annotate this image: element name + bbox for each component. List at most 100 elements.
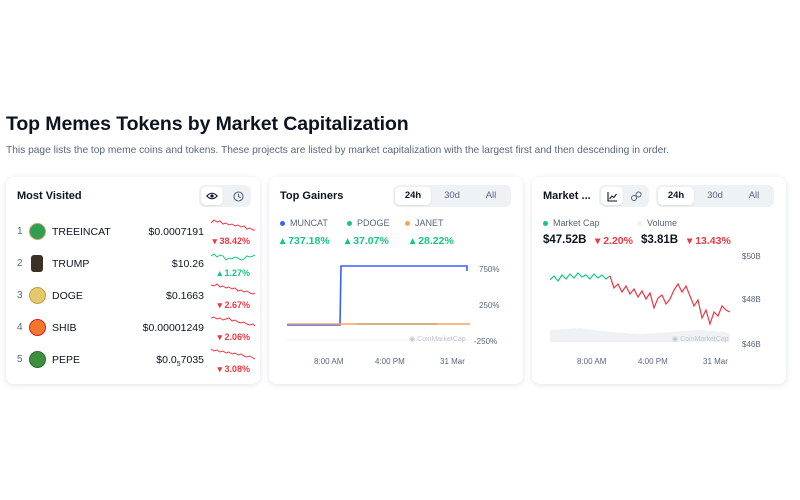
eye-icon[interactable] <box>201 187 223 205</box>
token-symbol: DOGE <box>52 290 83 302</box>
caret-up-icon: ▴ <box>280 235 289 247</box>
market-cap-line-down <box>609 275 731 327</box>
market-card-title: Market ... <box>543 190 591 202</box>
x-tick: 31 Mar <box>440 357 465 366</box>
top-gainers-card: Top Gainers 24h 30d All MUNCAT PDOGE JAN… <box>269 177 523 384</box>
tab-all[interactable]: All <box>748 190 760 201</box>
sparkline <box>211 348 255 360</box>
sparkline <box>211 316 255 327</box>
most-visited-toggle <box>199 185 251 207</box>
page-description: This page lists the top meme coins and t… <box>6 145 669 156</box>
tab-all[interactable]: All <box>485 190 497 201</box>
token-change: ▾ 3.08% <box>217 364 250 374</box>
caret-down-icon: ▾ <box>212 236 220 246</box>
y-tick: -250% <box>474 337 498 346</box>
muncat-line <box>287 265 468 326</box>
top-gainers-title: Top Gainers <box>280 190 344 202</box>
coinmarketcap-logo-icon: ◉ <box>672 336 681 343</box>
legend-dot <box>405 221 410 227</box>
top-gainers-range-tabs: 24h 30d All <box>393 185 511 207</box>
clock-icon[interactable] <box>227 187 249 205</box>
token-rank: 4 <box>17 322 23 333</box>
token-rank: 1 <box>17 226 23 237</box>
market-card: Market ... 24h 30d All Market Cap Volume… <box>532 177 786 384</box>
pepe-logo-icon <box>29 351 46 368</box>
market-cap-chart <box>550 272 731 342</box>
most-visited-card: Most Visited 1 TREEINCAT $0.0007191 ▾ 38… <box>6 177 260 384</box>
sparkline <box>211 253 255 261</box>
caret-up-icon: ▴ <box>217 268 225 278</box>
janet-change: ▴ 28.22% <box>410 235 454 247</box>
sparkline <box>211 219 255 231</box>
chart-type-toggle <box>599 185 649 207</box>
token-row[interactable]: 3 DOGE $0.1663 ▾ 2.67% <box>6 281 261 313</box>
market-cap-change: ▾ 2.20% <box>595 235 633 247</box>
token-symbol: TRUMP <box>52 258 90 270</box>
y-tick: $50B <box>742 252 761 261</box>
caret-up-icon: ▴ <box>345 235 354 247</box>
tab-30d[interactable]: 30d <box>707 190 723 201</box>
tab-30d[interactable]: 30d <box>444 190 460 201</box>
token-change: ▾ 2.67% <box>217 300 250 310</box>
token-row[interactable]: 4 SHIB $0.00001249 ▾ 2.06% <box>6 313 261 345</box>
x-tick: 8:00 AM <box>577 357 607 366</box>
x-tick: 8:00 AM <box>314 357 344 366</box>
legend-dot <box>280 221 285 227</box>
watermark: ◉ CoinMarketCap <box>409 336 466 343</box>
most-visited-title: Most Visited <box>17 190 82 202</box>
market-range-tabs: 24h 30d All <box>656 185 774 207</box>
y-tick: $46B <box>742 340 761 349</box>
y-tick: 750% <box>479 265 500 274</box>
legend-janet[interactable]: JANET <box>405 218 444 228</box>
market-cap-value: $47.52B <box>543 234 587 246</box>
token-rank: 5 <box>17 354 23 365</box>
token-row[interactable]: 5 PEPE $0.057035 ▾ 3.08% <box>6 345 261 377</box>
token-row[interactable]: 1 TREEINCAT $0.0007191 ▾ 38.42% <box>6 217 261 249</box>
token-change: ▴ 1.27% <box>217 268 250 278</box>
caret-down-icon: ▾ <box>687 235 696 247</box>
token-symbol: TREEINCAT <box>52 226 111 238</box>
volume-value: $3.81B <box>641 234 679 246</box>
page-title: Top Memes Tokens by Market Capitalizatio… <box>6 113 409 135</box>
legend-volume[interactable]: Volume <box>637 218 677 228</box>
legend-dot <box>543 221 548 227</box>
token-price: $0.00001249 <box>142 322 204 334</box>
volume-area <box>550 328 730 342</box>
token-rank: 3 <box>17 290 23 301</box>
token-rank: 2 <box>17 258 23 269</box>
x-tick: 31 Mar <box>703 357 728 366</box>
gainers-chart <box>287 265 472 341</box>
treeincat-logo-icon <box>29 223 46 240</box>
coinmarketcap-logo-icon: ◉ <box>409 336 418 343</box>
muncat-change: ▴ 737.18% <box>280 235 330 247</box>
tab-24h[interactable]: 24h <box>395 187 431 205</box>
tab-24h[interactable]: 24h <box>658 187 694 205</box>
volume-change: ▾ 13.43% <box>687 235 731 247</box>
x-tick: 4:00 PM <box>638 357 668 366</box>
doge-logo-icon <box>29 287 46 304</box>
token-symbol: SHIB <box>52 322 77 334</box>
legend-market-cap[interactable]: Market Cap <box>543 218 600 228</box>
token-price: $10.26 <box>171 258 204 270</box>
candlestick-icon[interactable] <box>625 187 647 205</box>
market-cap-line-up <box>550 272 611 283</box>
legend-muncat[interactable]: MUNCAT <box>280 218 328 228</box>
caret-down-icon: ▾ <box>217 300 225 310</box>
pdoge-change: ▴ 37.07% <box>345 235 389 247</box>
watermark: ◉ CoinMarketCap <box>672 336 729 343</box>
token-change: ▾ 38.42% <box>212 236 250 246</box>
legend-dot <box>637 221 642 227</box>
token-row[interactable]: 2 TRUMP $10.26 ▴ 1.27% <box>6 249 261 281</box>
x-tick: 4:00 PM <box>375 357 405 366</box>
caret-down-icon: ▾ <box>595 235 604 247</box>
y-tick: 250% <box>479 301 500 310</box>
legend-dot <box>347 221 352 227</box>
caret-down-icon: ▾ <box>217 364 225 374</box>
shib-logo-icon <box>29 319 46 336</box>
legend-pdoge[interactable]: PDOGE <box>347 218 390 228</box>
caret-up-icon: ▴ <box>410 235 419 247</box>
line-chart-icon[interactable] <box>601 187 623 205</box>
caret-down-icon: ▾ <box>217 332 225 342</box>
token-price: $0.1663 <box>166 290 204 302</box>
token-change: ▾ 2.06% <box>217 332 250 342</box>
